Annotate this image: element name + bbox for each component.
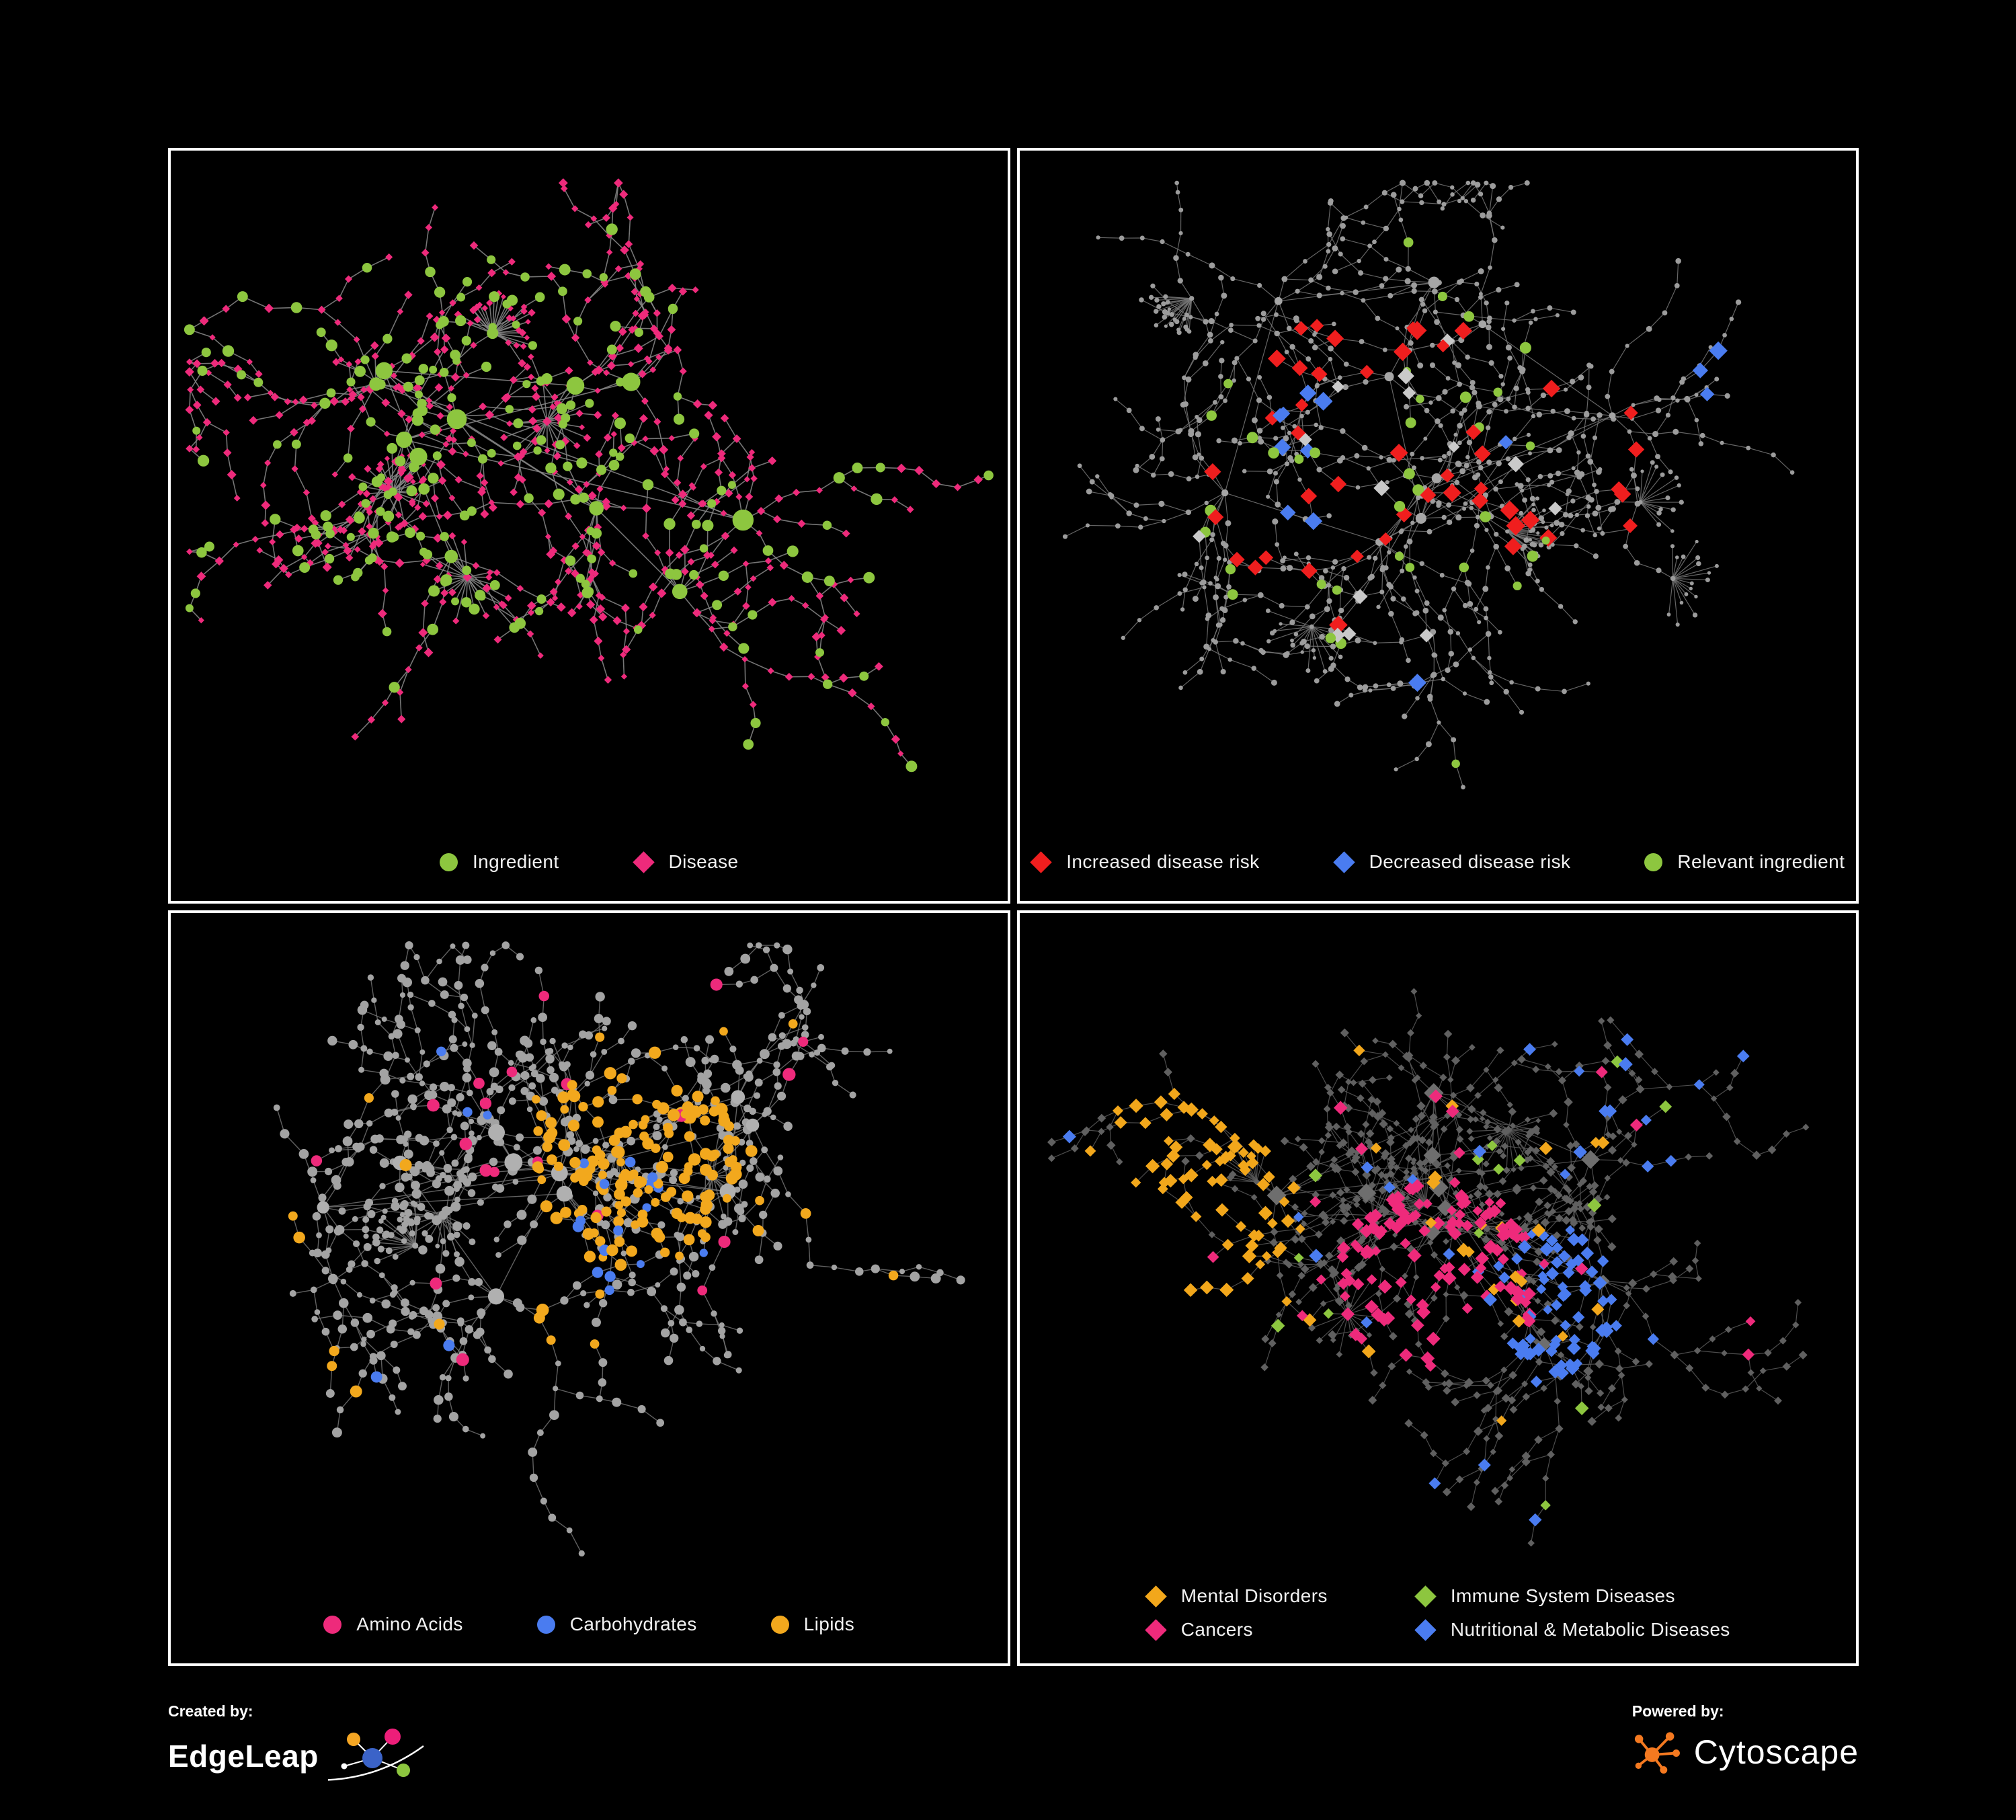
legend-label: Carbohydrates — [569, 1614, 697, 1634]
diamond-marker-icon — [1332, 850, 1355, 873]
diamond-marker-icon — [1145, 1618, 1167, 1641]
created-by-block: Created by: EdgeLeap — [168, 1702, 429, 1786]
legend-item: Disease — [632, 850, 739, 873]
legend-label: Cancers — [1180, 1619, 1253, 1640]
diamond-marker-icon — [1414, 1618, 1437, 1641]
legend-item: Lipids — [770, 1614, 855, 1635]
network-graph-ingredient-disease — [184, 178, 994, 773]
network-graph-disease-categories — [1047, 988, 1809, 1547]
powered-by-label: Powered by: — [1631, 1702, 1724, 1720]
powered-by-block: Powered by: Cytosc — [1632, 1702, 1859, 1778]
legend-ingredient-disease: Ingredient Disease — [171, 847, 1008, 901]
legend-item: Relevant ingredient — [1644, 851, 1845, 873]
legend-item: Decreased disease risk — [1332, 850, 1571, 873]
legend-label: Amino Acids — [356, 1614, 463, 1634]
panel-disease-risk: Increased disease risk Decreased disease … — [1016, 148, 1859, 904]
diamond-marker-icon — [632, 850, 655, 873]
network-graph-macronutrients — [273, 941, 965, 1557]
legend-item: Amino Acids — [323, 1614, 462, 1635]
legend-disease-risk: Increased disease risk Decreased disease … — [1020, 847, 1857, 901]
diamond-marker-icon — [1414, 1585, 1437, 1608]
legend-label: Relevant ingredient — [1677, 851, 1845, 872]
legend-label: Lipids — [803, 1614, 855, 1634]
legend-label: Decreased disease risk — [1369, 851, 1571, 872]
cytoscape-logo-icon — [1634, 1732, 1680, 1774]
diamond-marker-icon — [1030, 850, 1052, 873]
legend-item: Nutritional & Metabolic Diseases — [1414, 1618, 1730, 1641]
legend-label: Disease — [668, 851, 739, 872]
edgeleap-molecule-icon — [327, 1729, 424, 1781]
legend-item: Increased disease risk — [1030, 850, 1260, 873]
legend-item: Cancers — [1145, 1618, 1253, 1641]
circle-marker-icon — [770, 1615, 789, 1634]
cytoscape-logo-text: Cytoscape — [1693, 1733, 1859, 1771]
circle-marker-icon — [439, 853, 458, 871]
circle-marker-icon — [536, 1615, 555, 1634]
legend-macronutrients: Amino Acids Carbohydrates Lipids — [171, 1610, 1008, 1663]
network-graph-disease-risk — [1062, 180, 1794, 790]
circle-marker-icon — [1644, 853, 1663, 871]
created-by-label: Created by: — [168, 1702, 253, 1720]
legend-item: Ingredient — [439, 851, 559, 873]
legend-item: Mental Disorders — [1145, 1585, 1328, 1608]
legend-disease-categories: Mental Disorders Immune System Diseases Ca… — [1020, 1581, 1857, 1663]
panel-grid: Ingredient Disease Increased disease risk… — [168, 148, 1859, 1666]
legend-label: Immune System Diseases — [1450, 1585, 1675, 1606]
legend-label: Ingredient — [472, 851, 559, 872]
panel-ingredient-disease: Ingredient Disease — [168, 148, 1010, 904]
panel-macronutrients: Amino Acids Carbohydrates Lipids — [168, 910, 1010, 1666]
footer: Created by: EdgeLeap Powered by: — [168, 1702, 1859, 1786]
legend-label: Mental Disorders — [1180, 1585, 1328, 1606]
legend-item: Carbohydrates — [536, 1614, 697, 1635]
diamond-marker-icon — [1145, 1585, 1167, 1608]
legend-label: Nutritional & Metabolic Diseases — [1450, 1619, 1730, 1640]
circle-marker-icon — [323, 1615, 342, 1634]
legend-label: Increased disease risk — [1066, 851, 1260, 872]
edgeleap-logo-text: EdgeLeap — [168, 1739, 319, 1774]
panel-disease-categories: Mental Disorders Immune System Diseases Ca… — [1016, 910, 1859, 1666]
legend-item: Immune System Diseases — [1414, 1585, 1675, 1608]
